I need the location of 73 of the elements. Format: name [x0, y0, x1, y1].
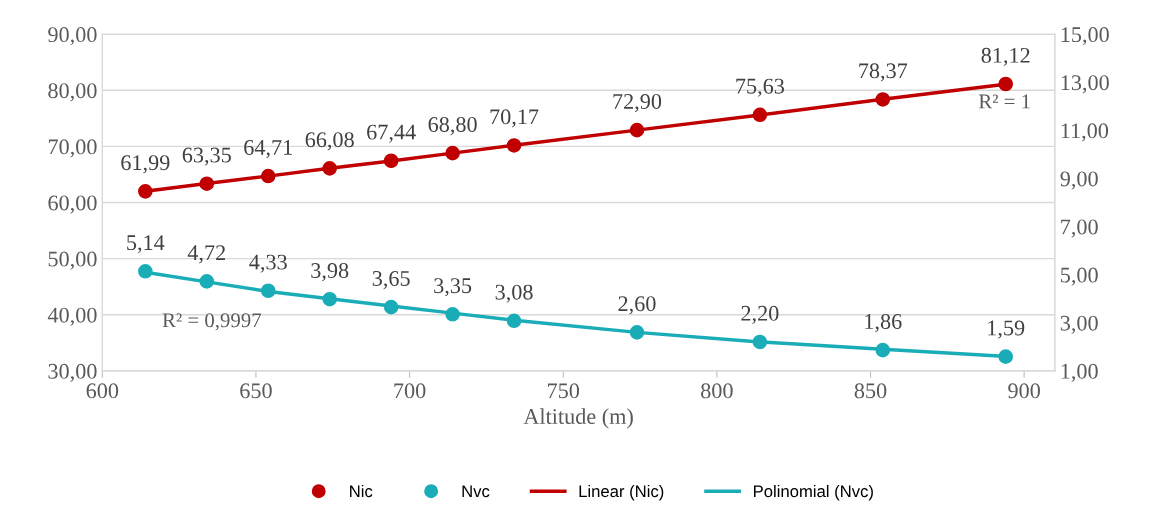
point: [629, 325, 645, 340]
point: [506, 313, 522, 329]
legend-label: Nvc: [462, 485, 490, 498]
data-label: 3,08: [495, 284, 533, 303]
x-tick-label: 700: [394, 383, 426, 399]
data-label: 75,63: [736, 78, 785, 97]
legend-label: Linear (Nic): [579, 484, 664, 501]
data-label: 3,65: [372, 270, 410, 290]
data-label: 78,37: [859, 63, 908, 82]
point: [199, 176, 215, 191]
data-label: 2,20: [741, 305, 779, 324]
point: [445, 307, 460, 322]
data-label: 3,98: [311, 263, 349, 282]
y2-tick-label: 7,00: [1061, 219, 1098, 238]
point: [260, 283, 276, 299]
data-label: 72,90: [613, 93, 662, 113]
point: [875, 342, 891, 358]
y-tick-label: 80,00: [48, 83, 97, 102]
data-label: 64,71: [244, 139, 292, 159]
y2-tick-label: 9,00: [1060, 171, 1098, 190]
data-label: 5,14: [127, 235, 165, 254]
y2-tick-label: 15,00: [1061, 27, 1109, 46]
annotation: R² = 0,9997: [162, 313, 262, 331]
x-tick-label: 750: [548, 383, 580, 399]
y2-tick-label: 13,00: [1061, 75, 1109, 94]
data-label: 1,59: [988, 320, 1025, 339]
x-tick-label: 650: [240, 383, 272, 399]
data-label: 3,35: [434, 278, 472, 297]
point: [260, 168, 276, 184]
data-label: 63,35: [182, 147, 231, 166]
x-tick-label: 850: [854, 383, 887, 399]
y2-tick-label: 11,00: [1061, 123, 1109, 142]
point: [506, 138, 522, 153]
point: [322, 291, 337, 307]
x-tick-label: 800: [701, 383, 733, 399]
x-tick-label: 600: [86, 383, 119, 399]
data-label: 81,12: [981, 47, 1030, 67]
x-tick-label: 900: [1008, 383, 1040, 399]
point: [752, 334, 768, 350]
point: [752, 107, 768, 123]
data-label: 68,80: [428, 116, 477, 136]
legend-label: Polinomial (Nvc): [753, 484, 873, 501]
y-tick-label: 70,00: [48, 139, 97, 158]
point: [138, 184, 153, 199]
x-axis-title: Altitude (m): [523, 408, 633, 429]
data-label: 61,99: [121, 155, 170, 174]
y-tick-label: 30,00: [48, 363, 97, 382]
y-tick-label: 40,00: [47, 307, 97, 326]
y-tick-label: 60,00: [48, 195, 97, 214]
point: [383, 153, 399, 169]
y2-tick-label: 3,00: [1060, 315, 1098, 334]
data-label: 70,17: [490, 109, 539, 128]
point: [998, 349, 1013, 364]
point: [445, 145, 460, 161]
data-label: 4,72: [187, 245, 226, 264]
point: [322, 161, 337, 176]
legend-label: Nic: [350, 484, 373, 498]
annotation: R² = 1: [978, 94, 1030, 109]
data-label: 66,08: [305, 132, 354, 151]
y-tick-label: 50,00: [48, 251, 97, 270]
point: [199, 274, 215, 289]
data-label: 2,60: [618, 296, 656, 315]
data-label: 4,33: [249, 254, 287, 273]
data-label: 1,86: [865, 313, 902, 333]
data-label: 67,44: [367, 124, 416, 143]
y2-tick-label: 5,00: [1061, 267, 1098, 286]
y-tick-label: 90,00: [48, 27, 97, 46]
point: [875, 92, 891, 107]
point: [629, 122, 645, 138]
point: [383, 299, 399, 315]
y2-tick-label: 1,00: [1061, 363, 1098, 382]
point: [998, 76, 1013, 92]
point: [138, 263, 153, 279]
